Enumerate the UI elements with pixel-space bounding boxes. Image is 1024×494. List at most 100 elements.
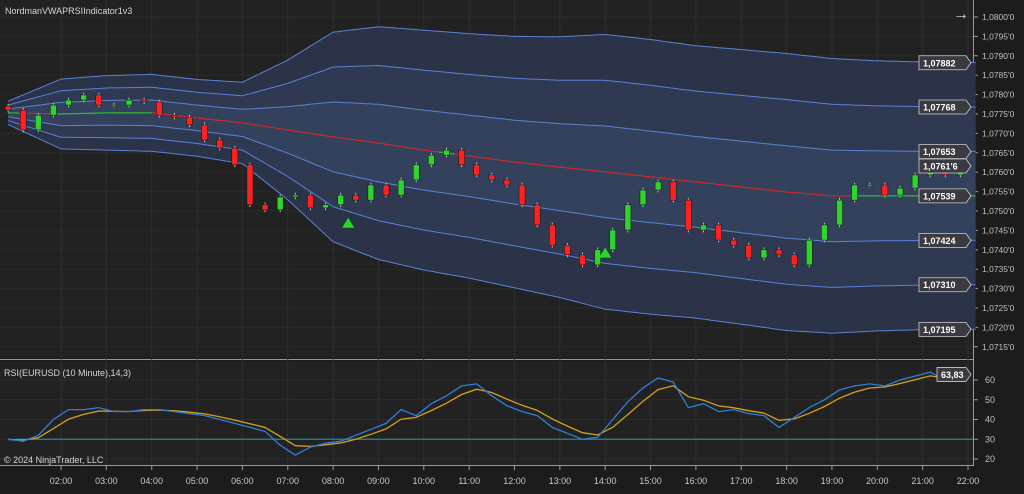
rsi-panel-title: RSI(EURUSD (10 Minute),14,3): [4, 368, 132, 378]
candle-body: [730, 239, 737, 246]
vwap-line-segment: [480, 156, 485, 159]
price-label-text: 1,07768: [923, 103, 956, 113]
vwap-line-segment: [344, 137, 349, 140]
candle-body: [458, 149, 465, 166]
vwap-line-segment: [495, 158, 500, 161]
price-tick-label: 1,0785'0: [982, 70, 1015, 80]
candle-body: [564, 244, 571, 256]
candle-body: [639, 189, 647, 206]
rsi-line: [8, 371, 961, 456]
vwap-line-segment: [333, 136, 337, 139]
candle-body: [896, 187, 904, 196]
vwap-line-segment: [378, 142, 383, 145]
vwap-band-line: [8, 99, 976, 152]
price-label-text: 1,07195: [923, 325, 956, 335]
vwap-line-segment: [389, 144, 394, 147]
arrow-right-icon[interactable]: →: [953, 6, 969, 23]
price-tick-label: 1,0780'0: [982, 90, 1015, 100]
time-tick-label: 21:00: [911, 476, 934, 486]
price-tick-label: 1,0755'0: [982, 187, 1015, 197]
vwap-line-segment: [310, 132, 315, 135]
candle-body: [911, 174, 919, 189]
vwap-line-segment: [298, 131, 303, 133]
vwap-line-segment: [268, 126, 273, 129]
candle-body: [836, 199, 843, 226]
price-label-tag: 1,0761'6: [918, 158, 972, 174]
time-tick-label: 03:00: [95, 476, 118, 486]
vwap-line-segment: [246, 122, 251, 125]
candle-body: [140, 99, 148, 103]
vwap-line-segment: [416, 148, 421, 151]
vwap-band-line: [7, 120, 976, 288]
price-label-tag: 1,07310: [918, 277, 972, 293]
price-label-box: [918, 144, 972, 160]
vwap-line-segment: [355, 139, 360, 142]
candle-body: [19, 109, 27, 131]
candle-body: [851, 184, 858, 201]
candle-body: [50, 104, 57, 116]
price-tick-label: 1,0750'0: [982, 206, 1015, 216]
candle-body: [669, 181, 677, 201]
vwap-line-segment: [382, 143, 387, 145]
candle-body: [443, 149, 450, 156]
vwap-line-segment: [419, 148, 424, 151]
vwap-band-line: [8, 116, 976, 243]
time-tick-label: 14:00: [594, 476, 617, 486]
price-label-box: [918, 99, 972, 115]
price-tick-label: 1,0715'0: [982, 342, 1015, 352]
vwap-line-segment: [340, 137, 345, 140]
candle-body: [65, 99, 72, 106]
time-tick-label: 02:00: [50, 476, 73, 486]
candle-body: [473, 164, 480, 176]
candle-body: [881, 184, 889, 196]
price-tick-label: 1,0735'0: [982, 264, 1015, 274]
candle-body: [231, 147, 239, 166]
candle-body: [806, 239, 813, 266]
vwap-line-segment: [351, 138, 356, 141]
vwap-line-segment: [393, 144, 398, 147]
price-tick-label: 1,0720'0: [982, 322, 1015, 332]
price-label-tag: 1,07882: [918, 55, 972, 71]
price-label-box: [918, 55, 972, 71]
price-label-text: 1,07653: [923, 147, 956, 157]
rsi-value-label: 63,83: [941, 370, 964, 380]
price-tick-label: 1,0760'0: [982, 167, 1015, 177]
time-tick-label: 22:00: [957, 476, 980, 486]
price-label-box: [918, 158, 972, 174]
candle-body: [579, 254, 586, 266]
vwap-line-segment: [317, 133, 322, 136]
vwap-line-segment: [264, 125, 269, 128]
price-tick-label: 1,0765'0: [982, 148, 1015, 158]
vwap-line-segment: [359, 139, 364, 142]
band-fill-inner: [8, 100, 976, 242]
candle-body: [412, 164, 420, 181]
vwap-line-segment: [506, 160, 511, 163]
vwap-line-segment: [503, 159, 508, 162]
candle-body: [866, 184, 873, 187]
time-tick-label: 18:00: [775, 476, 798, 486]
rsi-tick-label: 60: [985, 375, 995, 385]
rsi-value-tag: [936, 367, 972, 382]
price-tick-label: 1,0800'0: [982, 12, 1015, 22]
vwap-line-segment: [499, 159, 504, 162]
rsi-panel: [0, 361, 973, 465]
copyright-text: © 2024 NinjaTrader, LLC: [4, 455, 104, 465]
candle-body: [745, 244, 753, 259]
vwap-line-segment: [487, 157, 492, 160]
vwap-line-segment: [484, 157, 489, 160]
price-label-tag: 1,07653: [918, 144, 972, 160]
vwap-line-segment: [510, 161, 515, 163]
price-tick-label: 1,0745'0: [982, 225, 1015, 235]
price-tick-label: 1,0725'0: [982, 303, 1015, 313]
price-label-text: 1,07882: [923, 58, 956, 68]
vwap-band-line: [7, 64, 976, 108]
vwap-line-segment: [242, 122, 247, 125]
candle-body: [367, 184, 375, 201]
time-tick-label: 07:00: [276, 476, 299, 486]
candle-body: [700, 224, 707, 231]
time-tick-label: 17:00: [730, 476, 753, 486]
time-tick-label: 09:00: [367, 476, 390, 486]
time-tick-label: 11:00: [458, 476, 480, 486]
vwap-line-segment: [253, 124, 258, 126]
